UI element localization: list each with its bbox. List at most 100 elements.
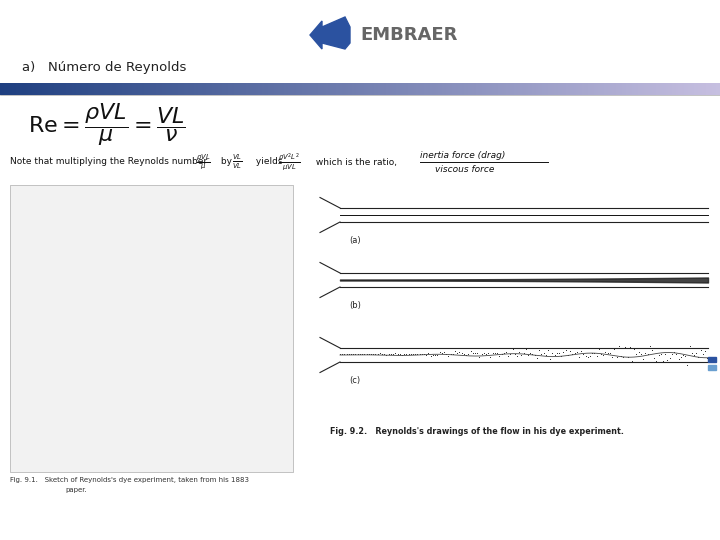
Bar: [92, 83, 94, 95]
Text: (a): (a): [349, 236, 361, 245]
Bar: [16, 83, 18, 95]
Bar: [164, 83, 166, 95]
Bar: [84, 83, 86, 95]
Bar: [708, 83, 710, 95]
Bar: [76, 83, 78, 95]
Bar: [350, 83, 352, 95]
Bar: [74, 83, 76, 95]
Bar: [526, 83, 528, 95]
Bar: [432, 83, 434, 95]
Bar: [656, 83, 658, 95]
Bar: [10, 185, 293, 472]
Bar: [192, 83, 194, 95]
Bar: [154, 83, 156, 95]
Bar: [256, 83, 258, 95]
Bar: [484, 83, 486, 95]
Bar: [142, 83, 144, 95]
Bar: [662, 83, 664, 95]
Bar: [486, 83, 488, 95]
Bar: [434, 83, 436, 95]
Bar: [18, 83, 20, 95]
Bar: [492, 83, 494, 95]
Bar: [140, 83, 142, 95]
Text: viscous force: viscous force: [435, 165, 495, 174]
Bar: [202, 83, 204, 95]
Bar: [276, 83, 278, 95]
Bar: [570, 83, 572, 95]
Bar: [590, 83, 592, 95]
Bar: [228, 83, 230, 95]
Bar: [414, 83, 416, 95]
Bar: [86, 83, 88, 95]
Bar: [446, 83, 448, 95]
Bar: [166, 83, 168, 95]
Bar: [30, 83, 32, 95]
Bar: [530, 83, 532, 95]
Bar: [62, 83, 64, 95]
Bar: [120, 83, 122, 95]
Bar: [216, 83, 218, 95]
Text: paper.: paper.: [65, 487, 86, 493]
Bar: [482, 83, 484, 95]
Bar: [384, 83, 386, 95]
Bar: [668, 83, 670, 95]
Bar: [622, 83, 624, 95]
Bar: [702, 83, 704, 95]
Bar: [386, 83, 388, 95]
Bar: [4, 83, 6, 95]
Bar: [554, 83, 556, 95]
Bar: [528, 83, 530, 95]
Bar: [602, 83, 604, 95]
Bar: [600, 83, 602, 95]
Bar: [650, 83, 652, 95]
Bar: [642, 83, 644, 95]
Bar: [610, 83, 612, 95]
Bar: [226, 83, 228, 95]
Bar: [302, 83, 304, 95]
Bar: [504, 83, 506, 95]
Bar: [626, 83, 628, 95]
Bar: [300, 83, 302, 95]
Bar: [136, 83, 138, 95]
Bar: [466, 83, 468, 95]
Bar: [670, 83, 672, 95]
Bar: [110, 83, 112, 95]
Text: Fig. 9.1.   Sketch of Reynolds's dye experiment, taken from his 1883: Fig. 9.1. Sketch of Reynolds's dye exper…: [10, 477, 249, 483]
Bar: [518, 83, 520, 95]
Bar: [248, 83, 250, 95]
Bar: [638, 83, 640, 95]
Bar: [500, 83, 502, 95]
Text: Note that multiplying the Reynolds number: Note that multiplying the Reynolds numbe…: [10, 158, 207, 166]
Polygon shape: [310, 17, 350, 49]
Bar: [148, 83, 150, 95]
Bar: [222, 83, 224, 95]
Bar: [218, 83, 220, 95]
Bar: [646, 83, 648, 95]
Bar: [444, 83, 446, 95]
Bar: [24, 83, 26, 95]
Bar: [576, 83, 578, 95]
Bar: [22, 83, 24, 95]
Bar: [566, 83, 568, 95]
Bar: [660, 83, 662, 95]
Bar: [46, 83, 48, 95]
Bar: [440, 83, 442, 95]
Bar: [146, 83, 148, 95]
Bar: [308, 83, 310, 95]
Bar: [68, 83, 70, 95]
Bar: [36, 83, 38, 95]
Bar: [244, 83, 246, 95]
Bar: [410, 83, 412, 95]
Bar: [696, 83, 698, 95]
Bar: [332, 83, 334, 95]
Bar: [288, 83, 290, 95]
Bar: [632, 83, 634, 95]
Bar: [28, 83, 30, 95]
Bar: [498, 83, 500, 95]
Bar: [298, 83, 300, 95]
Bar: [334, 83, 336, 95]
Bar: [664, 83, 666, 95]
Bar: [488, 83, 490, 95]
Bar: [312, 83, 314, 95]
Bar: [50, 83, 52, 95]
